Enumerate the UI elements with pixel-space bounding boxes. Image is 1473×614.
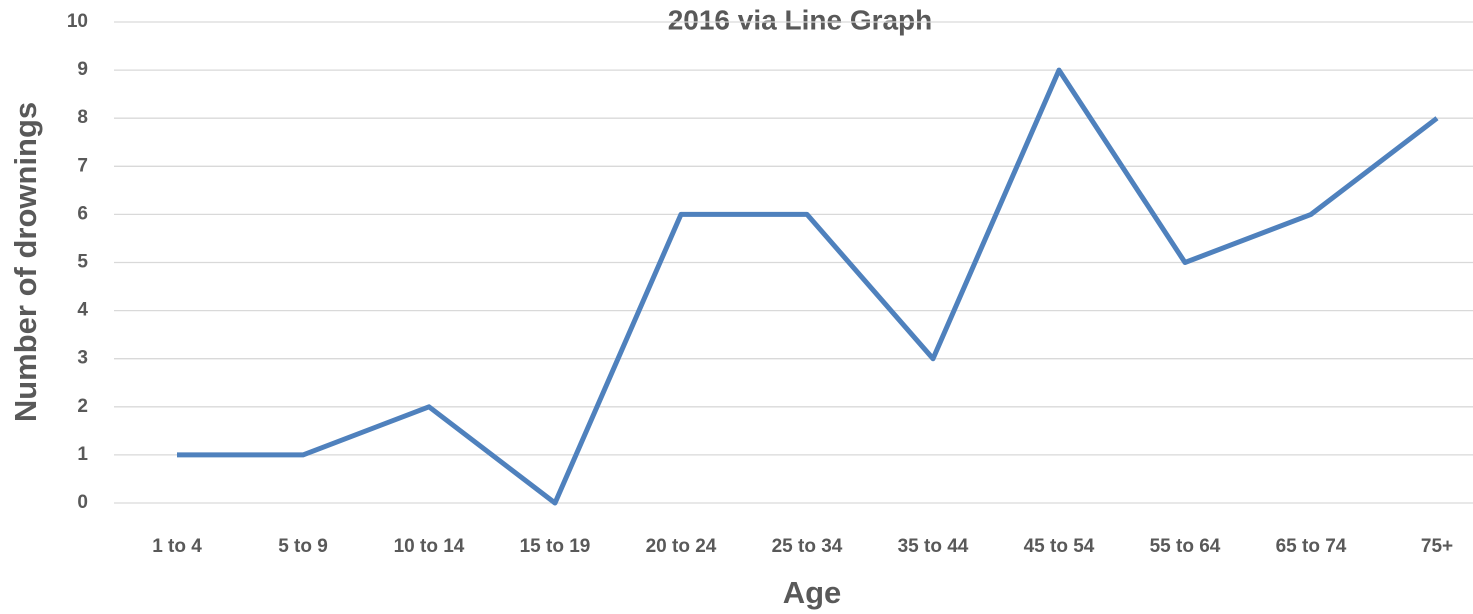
x-tick-label: 65 to 74 [1276,536,1347,557]
y-tick-label: 6 [77,203,88,224]
x-tick-label: 10 to 14 [394,536,465,557]
y-tick-label: 0 [77,492,88,513]
y-tick-label: 7 [77,155,88,176]
x-tick-label: 75+ [1421,536,1453,557]
y-tick-label: 10 [67,11,88,32]
x-tick-label: 20 to 24 [646,536,717,557]
chart-title: 2016 via Line Graph [668,4,933,35]
y-tick-label: 9 [77,59,88,80]
y-tick-label: 5 [77,252,88,273]
x-tick-label: 15 to 19 [520,536,591,557]
x-axis-label: Age [783,575,842,610]
x-tick-label: 45 to 54 [1024,536,1095,557]
y-tick-label: 1 [77,444,88,465]
x-tick-label: 5 to 9 [278,536,328,557]
x-tick-label: 55 to 64 [1150,536,1221,557]
x-tick-label: 1 to 4 [152,536,202,557]
y-tick-label: 8 [77,107,88,128]
y-axis-label: Number of drownings [8,102,43,422]
y-tick-label: 3 [77,348,88,369]
y-tick-label: 4 [77,300,88,321]
x-tick-label: 35 to 44 [898,536,969,557]
line [177,67,1439,506]
x-tick-label: 25 to 34 [772,536,843,557]
y-tick-label: 2 [77,396,88,417]
